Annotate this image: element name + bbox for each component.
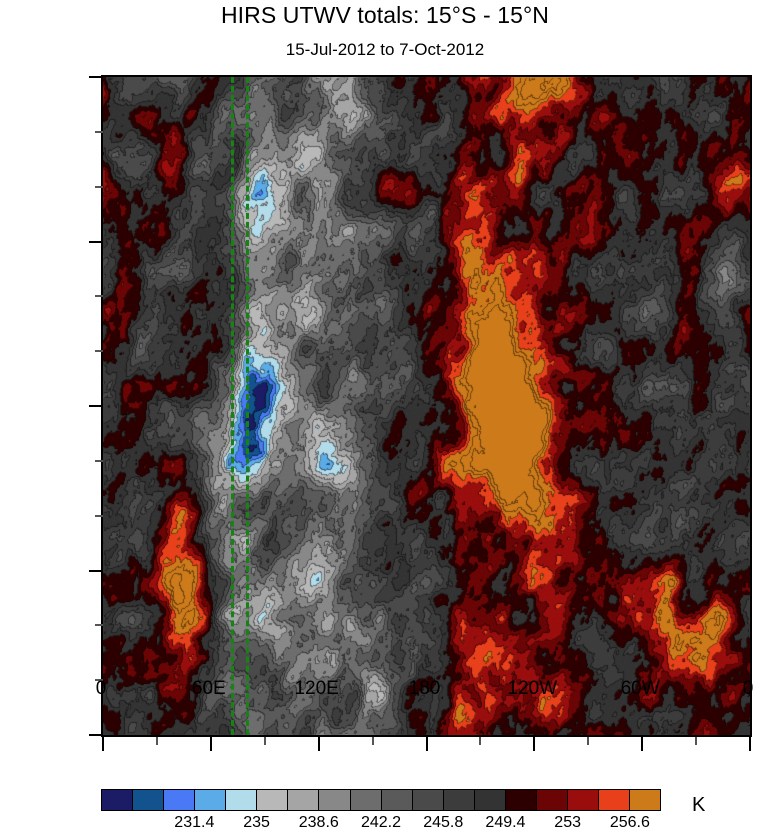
colorbar-swatch xyxy=(630,790,661,810)
x-tick-major xyxy=(749,737,751,751)
utwv-field-heatmap xyxy=(103,77,750,735)
colorbar-swatch xyxy=(350,790,382,810)
region-marker-east xyxy=(245,77,249,735)
x-tick-major xyxy=(102,737,104,751)
x-tick-minor xyxy=(155,737,158,745)
colorbar-swatch xyxy=(257,790,289,810)
y-tick-minor xyxy=(95,679,103,682)
x-tick-major xyxy=(209,737,212,751)
region-marker-west xyxy=(231,77,235,735)
colorbar-swatch xyxy=(319,790,351,810)
colorbar-tick-label: 242.2 xyxy=(360,814,402,831)
colorbar-swatch xyxy=(567,790,599,810)
x-axis-label: 120W xyxy=(507,678,558,699)
y-tick-minor xyxy=(95,624,103,627)
colorbar-swatch xyxy=(443,790,475,810)
colorbar-swatch xyxy=(536,790,568,810)
colorbar: 231.4 235 238.6 242.2 245.8 249.4 253 256.6 xyxy=(101,789,661,831)
y-tick-minor xyxy=(95,350,103,353)
colorbar-swatch xyxy=(474,790,506,810)
x-tick-major xyxy=(641,737,644,751)
y-tick-minor xyxy=(95,459,103,462)
colorbar-tick-label: 245.8 xyxy=(423,814,464,831)
figure-subtitle: 15-Jul-2012 to 7-Oct-2012 xyxy=(285,40,485,59)
y-tick-minor xyxy=(95,185,103,188)
x-tick-major xyxy=(317,737,320,751)
x-tick-major xyxy=(425,737,428,751)
x-axis-label: 60W xyxy=(620,678,660,699)
x-axis-label: 180 xyxy=(408,678,441,699)
colorbar-swatches xyxy=(101,789,661,811)
colorbar-tick-label: 256.6 xyxy=(609,814,650,831)
colorbar-swatch xyxy=(164,790,196,810)
colorbar-tick-label: 253 xyxy=(554,814,582,831)
colorbar-tick-label: 231.4 xyxy=(174,814,215,831)
hovmoller-plot-area xyxy=(89,75,752,751)
colorbar-swatch xyxy=(226,790,258,810)
y-tick-major xyxy=(89,734,103,736)
colorbar-tick-label: 235 xyxy=(243,814,270,831)
x-tick-minor xyxy=(587,737,590,745)
x-axis-label: 60E xyxy=(191,678,226,699)
colorbar-swatch xyxy=(288,790,320,810)
y-tick-major xyxy=(89,240,103,243)
colorbar-unit-label: K xyxy=(692,794,706,816)
x-axis-label: 120E xyxy=(294,678,339,699)
x-axis-label: 0 xyxy=(95,678,107,699)
colorbar-swatch xyxy=(505,790,537,810)
colorbar-swatch xyxy=(195,790,227,810)
x-tick-minor xyxy=(371,737,374,745)
colorbar-tick-label: 249.4 xyxy=(485,814,526,831)
colorbar-swatch xyxy=(599,790,631,810)
colorbar-swatch xyxy=(133,790,165,810)
x-tick-minor xyxy=(695,737,698,745)
x-tick-minor xyxy=(479,737,482,745)
x-axis-label: 0 xyxy=(742,678,754,699)
y-tick-minor xyxy=(95,514,103,517)
y-tick-major xyxy=(89,405,103,407)
y-tick-minor xyxy=(95,295,103,298)
y-tick-major xyxy=(89,569,103,572)
colorbar-swatch xyxy=(381,790,413,810)
colorbar-swatch xyxy=(102,790,134,810)
x-tick-minor xyxy=(263,737,266,745)
colorbar-tick-label: 238.6 xyxy=(298,814,339,831)
colorbar-swatch xyxy=(412,790,444,810)
page-title: HIRS UTWV totals: 15°S - 15°N xyxy=(220,2,550,28)
y-tick-minor xyxy=(95,130,103,133)
y-tick-major xyxy=(89,76,103,78)
x-tick-major xyxy=(533,737,536,751)
